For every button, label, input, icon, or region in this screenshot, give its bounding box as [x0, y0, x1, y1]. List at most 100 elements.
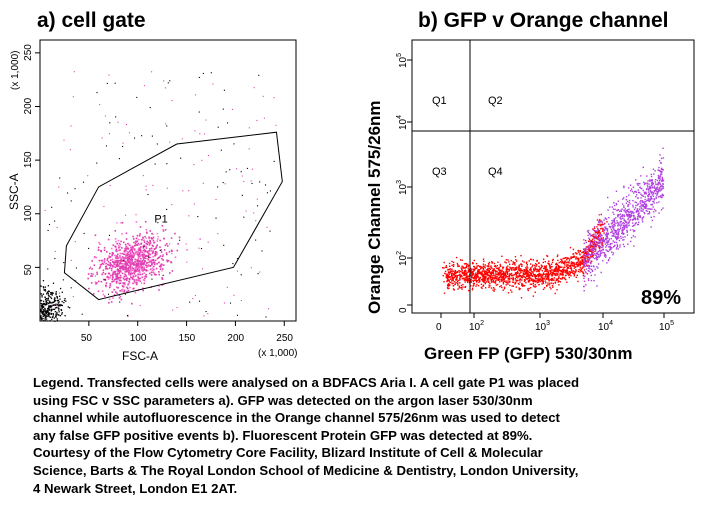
- chart-a-point: [83, 232, 85, 234]
- chart-b-point: [656, 190, 658, 193]
- chart-b-point: [656, 187, 658, 189]
- chart-a-point: [125, 248, 128, 250]
- chart-b-point: [507, 280, 509, 282]
- chart-b-point: [579, 271, 581, 273]
- chart-b-point: [561, 268, 564, 271]
- chart-b-point: [579, 257, 582, 259]
- chart-b-point: [466, 275, 468, 278]
- chart-b-point: [651, 219, 654, 222]
- chart-b-point: [525, 268, 528, 271]
- chart-b-point: [484, 276, 486, 278]
- chart-b-point: [477, 284, 480, 287]
- chart-a-point: [121, 256, 124, 258]
- chart-b-point: [618, 230, 620, 232]
- chart-a-point: [101, 259, 103, 262]
- chart-b-point: [597, 231, 599, 233]
- chart-b-point: [590, 265, 593, 268]
- chart-b-point: [448, 281, 451, 283]
- chart-a-point: [152, 265, 155, 268]
- chart-b-point: [452, 282, 454, 285]
- chart-a-point: [142, 289, 144, 292]
- chart-a-point: [115, 116, 117, 118]
- chart-b-point: [534, 280, 537, 283]
- chart-b-point: [539, 273, 542, 275]
- chart-b-point: [518, 287, 520, 289]
- chart-b-point: [626, 215, 628, 217]
- chart-b-point: [613, 235, 615, 237]
- chart-b-point: [638, 221, 640, 223]
- chart-b-point: [616, 238, 618, 241]
- chart-a-point: [139, 304, 141, 307]
- chart-b-point: [600, 224, 603, 227]
- chart-b-point: [521, 265, 523, 268]
- chart-a-point: [91, 268, 93, 270]
- chart-b-point: [589, 242, 592, 244]
- chart-b-point: [502, 276, 505, 279]
- chart-b-point: [639, 216, 642, 218]
- chart-a-x-tick-label: 150: [179, 333, 196, 344]
- chart-a-point: [50, 312, 53, 315]
- chart-b-point: [522, 273, 525, 276]
- chart-a-point: [44, 309, 46, 311]
- chart-a-x-tick-label: 100: [130, 333, 147, 344]
- chart-b-point: [510, 277, 513, 280]
- chart-b-point: [648, 193, 651, 196]
- chart-b-point: [594, 237, 597, 239]
- chart-b-point: [635, 179, 637, 181]
- chart-b-point: [574, 265, 576, 268]
- chart-a-point: [143, 241, 146, 244]
- chart-a-point: [127, 260, 130, 263]
- chart-b-point: [522, 284, 524, 286]
- chart-a-point: [150, 247, 153, 250]
- chart-a-point: [159, 246, 161, 248]
- chart-b-point: [455, 281, 457, 284]
- chart-b-point: [478, 272, 481, 274]
- chart-b-point: [657, 190, 660, 193]
- chart-b-point: [518, 269, 521, 272]
- chart-b-point: [457, 263, 459, 266]
- chart-a-point: [162, 230, 165, 232]
- chart-a-point: [141, 251, 143, 254]
- chart-a-point: [129, 259, 131, 261]
- chart-a-point: [42, 303, 44, 305]
- chart-b-point: [626, 234, 629, 236]
- chart-b-point: [451, 275, 453, 277]
- chart-b-point: [529, 268, 532, 270]
- chart-a-point: [118, 245, 121, 248]
- chart-b-point: [519, 268, 521, 270]
- chart-a-point: [55, 303, 57, 305]
- chart-b-point: [517, 275, 520, 278]
- chart-b-q3: Q3: [432, 166, 447, 178]
- chart-b-y-tick-label: 105: [396, 53, 409, 68]
- chart-a-point: [125, 238, 128, 240]
- chart-b-point: [656, 193, 659, 195]
- chart-a-point: [223, 302, 225, 304]
- chart-b-point: [443, 292, 446, 294]
- chart-a-point: [99, 264, 102, 266]
- chart-b-point: [459, 287, 461, 289]
- chart-b-point: [654, 170, 656, 172]
- chart-b-point: [577, 265, 580, 267]
- chart-b-point: [447, 272, 450, 274]
- chart-b-point: [627, 203, 629, 206]
- chart-b-point: [576, 258, 579, 260]
- chart-b-point: [562, 257, 565, 260]
- chart-b-point: [544, 267, 546, 270]
- chart-b-point: [451, 282, 453, 285]
- chart-b-point: [479, 268, 482, 270]
- chart-b-point: [641, 200, 644, 202]
- chart-b-point: [562, 262, 565, 264]
- chart-a-point: [162, 253, 164, 256]
- chart-b-point: [527, 288, 529, 290]
- chart-b-point: [557, 281, 559, 283]
- chart-a-point: [143, 248, 146, 251]
- chart-b-point: [582, 256, 584, 258]
- chart-b-point: [479, 265, 482, 268]
- chart-a-point: [56, 319, 59, 322]
- chart-a-point: [115, 255, 118, 257]
- chart-a-point: [93, 264, 96, 267]
- chart-b-point: [449, 276, 451, 279]
- chart-b-point: [612, 227, 614, 229]
- chart-a-point: [148, 244, 151, 246]
- chart-b-point: [636, 204, 639, 206]
